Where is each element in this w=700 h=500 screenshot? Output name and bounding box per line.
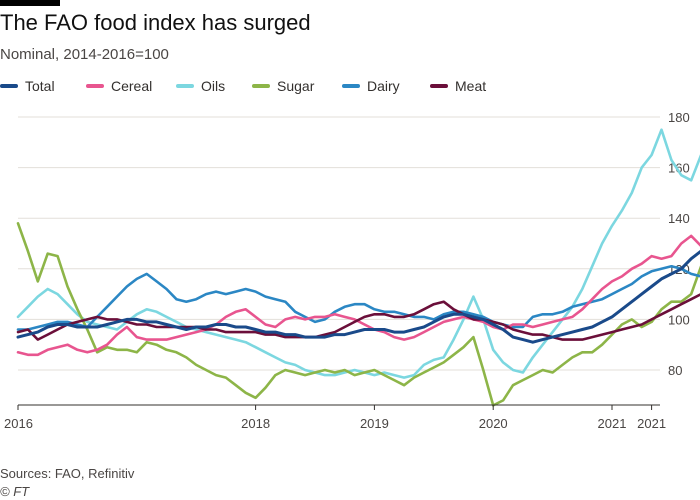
chart-title: The FAO food index has surged <box>0 10 311 35</box>
legend-swatch-dairy <box>342 84 360 88</box>
y-tick-label-180: 180 <box>668 110 690 125</box>
legend-item-total: Total <box>0 78 55 94</box>
legend-item-sugar: Sugar <box>252 78 314 94</box>
legend-swatch-sugar <box>252 84 270 88</box>
legend-item-dairy: Dairy <box>342 78 400 94</box>
legend-item-cereal: Cereal <box>86 78 152 94</box>
series-line-oils <box>16 128 700 379</box>
x-tick-label: 2019 <box>360 416 389 431</box>
x-tick-label: 2016 <box>4 416 33 431</box>
series-line-cereal <box>16 234 700 357</box>
legend-swatch-meat <box>430 84 448 88</box>
ft-credit: © FT <box>0 484 30 499</box>
legend-label-total: Total <box>25 78 55 94</box>
legend-item-oils: Oils <box>176 78 225 94</box>
x-tick-label: 2018 <box>241 416 270 431</box>
series-line-meat <box>16 293 700 341</box>
legend-item-meat: Meat <box>430 78 486 94</box>
legend-label-cereal: Cereal <box>111 78 153 94</box>
chart-subtitle: Nominal, 2014-2016=100 <box>0 46 169 63</box>
legend-label-dairy: Dairy <box>367 78 400 94</box>
ft-top-bar <box>0 0 60 6</box>
x-tick-label: 2020 <box>479 416 508 431</box>
legend-label-sugar: Sugar <box>277 78 315 94</box>
legend-swatch-oils <box>176 84 194 88</box>
legend-label-meat: Meat <box>455 78 487 94</box>
series-line-sugar <box>16 222 700 407</box>
x-tick-label: 2021 <box>598 416 627 431</box>
x-tick-label: 2021 <box>637 416 666 431</box>
y-tick-label-100: 100 <box>668 312 690 327</box>
grid-lines <box>18 116 660 371</box>
x-axis: 2016 2018 2019 2020 2021 2021 <box>4 404 666 431</box>
legend-swatch-cereal <box>86 84 104 88</box>
series-line-total <box>16 250 700 344</box>
series-lines <box>16 128 700 407</box>
y-tick-label-140: 140 <box>668 211 690 226</box>
legend-swatch-total <box>0 84 18 88</box>
y-tick-label-80: 80 <box>668 363 682 378</box>
legend-label-oils: Oils <box>201 78 226 94</box>
series-line-dairy <box>16 264 700 331</box>
source-note: Sources: FAO, Refinitiv <box>0 466 135 481</box>
